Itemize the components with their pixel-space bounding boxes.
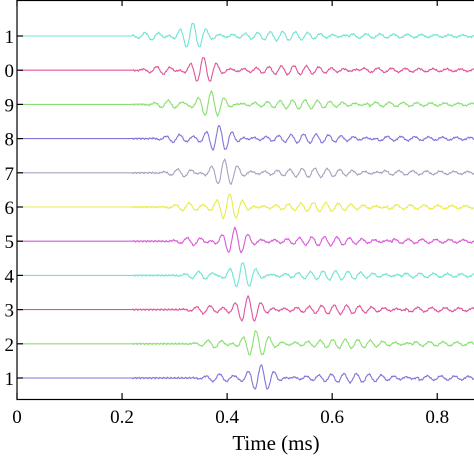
- x-tick-label: 0.8: [425, 407, 449, 428]
- waveform-trace-3: [17, 90, 474, 118]
- waveform-trace-11: [17, 364, 474, 390]
- x-axis-ticks: 0 0.2 0.4 0.6 0.8: [12, 0, 449, 428]
- waveform-trace-10: [17, 330, 474, 356]
- trace-label: 0: [5, 61, 15, 82]
- trace-label: 1: [5, 369, 15, 390]
- waveform-trace-4: [17, 125, 474, 151]
- x-tick-label: 0: [12, 407, 22, 428]
- plot-frame: [16, 0, 474, 401]
- x-tick-label: 0.6: [320, 407, 344, 428]
- trace-label: 6: [5, 198, 15, 219]
- waveform-trace-8: [17, 262, 474, 288]
- trace-label: 1: [5, 27, 15, 48]
- waveform-trace-9: [17, 295, 474, 322]
- trace-label: 5: [5, 232, 15, 253]
- trace-label: 8: [5, 130, 15, 151]
- waveform-traces: [17, 22, 474, 390]
- waveform-trace-2: [17, 56, 474, 82]
- plot-border: [16, 0, 474, 401]
- trace-label: 4: [5, 266, 15, 287]
- waveform-trace-7: [17, 226, 474, 254]
- x-tick-label: 0.4: [215, 407, 239, 428]
- trace-label: 9: [5, 95, 15, 116]
- waveform-trace-5: [17, 158, 474, 185]
- trace-label: 7: [5, 164, 15, 185]
- trace-label: 2: [5, 335, 15, 356]
- waveform-trace-6: [17, 193, 474, 220]
- x-tick-label: 0.2: [110, 407, 134, 428]
- x-axis-title: Time (ms): [232, 431, 319, 455]
- waveform-trace-1: [17, 22, 474, 48]
- trace-label: 3: [5, 301, 15, 322]
